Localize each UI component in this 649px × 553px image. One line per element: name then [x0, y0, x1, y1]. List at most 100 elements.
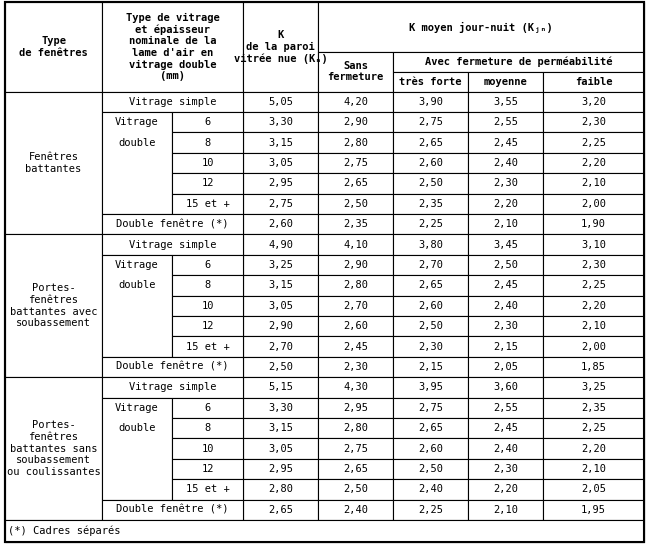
Text: 8: 8	[204, 280, 211, 290]
Text: 2,35: 2,35	[418, 199, 443, 208]
Text: 2,20: 2,20	[581, 158, 606, 168]
Bar	[172, 112, 243, 132]
Text: 2,60: 2,60	[268, 219, 293, 229]
Bar	[318, 234, 393, 255]
Bar	[393, 316, 468, 336]
Text: 2,70: 2,70	[418, 260, 443, 270]
Text: 2,45: 2,45	[493, 138, 518, 148]
Bar	[393, 173, 468, 194]
Bar	[543, 479, 644, 499]
Bar	[243, 499, 318, 520]
Bar	[393, 499, 468, 520]
Text: double: double	[118, 138, 156, 148]
Text: 2,30: 2,30	[493, 178, 518, 189]
Text: 2,10: 2,10	[581, 178, 606, 189]
Text: 6: 6	[204, 403, 211, 413]
Text: 2,60: 2,60	[418, 158, 443, 168]
Bar	[468, 255, 543, 275]
Text: 2,40: 2,40	[493, 301, 518, 311]
Bar	[543, 72, 644, 92]
Text: 1,90: 1,90	[581, 219, 606, 229]
Bar	[393, 398, 468, 418]
Bar	[102, 2, 243, 92]
Bar	[318, 439, 393, 459]
Text: faible: faible	[575, 77, 612, 87]
Bar	[468, 499, 543, 520]
Text: 2,30: 2,30	[493, 464, 518, 474]
Bar	[102, 112, 172, 214]
Bar	[318, 2, 644, 52]
Bar	[543, 112, 644, 132]
Bar	[318, 336, 393, 357]
Text: 5,05: 5,05	[268, 97, 293, 107]
Text: Avec fermeture de perméabilité: Avec fermeture de perméabilité	[424, 56, 612, 67]
Bar	[318, 479, 393, 499]
Bar	[243, 234, 318, 255]
Text: (*) Cadres séparés: (*) Cadres séparés	[8, 526, 121, 536]
Text: 2,75: 2,75	[418, 117, 443, 127]
Bar	[543, 439, 644, 459]
Bar	[102, 357, 243, 377]
Text: 8: 8	[204, 138, 211, 148]
Text: Vitrage: Vitrage	[115, 403, 159, 413]
Bar	[393, 275, 468, 295]
Bar	[172, 275, 243, 295]
Bar	[243, 275, 318, 295]
Bar	[468, 295, 543, 316]
Text: 2,35: 2,35	[343, 219, 368, 229]
Text: 2,10: 2,10	[581, 464, 606, 474]
Text: 1,85: 1,85	[581, 362, 606, 372]
Text: 15 et +: 15 et +	[186, 199, 229, 208]
Bar	[393, 255, 468, 275]
Bar	[172, 479, 243, 499]
Text: 15 et +: 15 et +	[186, 484, 229, 494]
Text: 2,15: 2,15	[493, 342, 518, 352]
Bar	[393, 418, 468, 439]
Text: K
de la paroi
vitrée nue (Kₙ): K de la paroi vitrée nue (Kₙ)	[234, 30, 327, 64]
Text: 2,20: 2,20	[493, 484, 518, 494]
Bar	[468, 132, 543, 153]
Bar	[172, 398, 243, 418]
Bar	[172, 418, 243, 439]
Text: Double fenêtre (*): Double fenêtre (*)	[116, 505, 228, 515]
Text: 2,90: 2,90	[343, 117, 368, 127]
Bar	[102, 398, 172, 499]
Bar	[543, 132, 644, 153]
Text: 2,80: 2,80	[343, 138, 368, 148]
Text: K moyen jour-nuit (Kⱼₙ): K moyen jour-nuit (Kⱼₙ)	[409, 22, 553, 33]
Bar	[543, 234, 644, 255]
Text: 2,65: 2,65	[418, 423, 443, 433]
Text: 3,10: 3,10	[581, 239, 606, 249]
Bar	[318, 173, 393, 194]
Text: 2,25: 2,25	[581, 423, 606, 433]
Bar	[172, 194, 243, 214]
Bar	[318, 214, 393, 234]
Text: 2,60: 2,60	[418, 301, 443, 311]
Text: 3,95: 3,95	[418, 382, 443, 392]
Bar	[543, 357, 644, 377]
Text: Double fenêtre (*): Double fenêtre (*)	[116, 219, 228, 229]
Bar	[172, 255, 243, 275]
Bar	[243, 479, 318, 499]
Text: Fenêtres
battantes: Fenêtres battantes	[25, 152, 82, 174]
Text: Vitrage simple: Vitrage simple	[129, 382, 216, 392]
Text: Vitrage: Vitrage	[115, 117, 159, 127]
Text: 2,75: 2,75	[268, 199, 293, 208]
Bar	[172, 153, 243, 173]
Bar	[393, 336, 468, 357]
Bar	[243, 398, 318, 418]
Bar	[243, 2, 318, 92]
Bar	[393, 479, 468, 499]
Bar	[172, 316, 243, 336]
Text: 2,75: 2,75	[343, 158, 368, 168]
Text: 2,40: 2,40	[418, 484, 443, 494]
Text: 10: 10	[201, 301, 214, 311]
Text: Type de vitrage
et épaisseur
nominale de la
lame d'air en
vitrage double
(mm): Type de vitrage et épaisseur nominale de…	[126, 13, 219, 81]
Text: 4,20: 4,20	[343, 97, 368, 107]
Text: 2,10: 2,10	[493, 505, 518, 515]
Text: 2,95: 2,95	[343, 403, 368, 413]
Text: 4,30: 4,30	[343, 382, 368, 392]
Bar	[543, 173, 644, 194]
Text: 3,05: 3,05	[268, 158, 293, 168]
Text: 3,45: 3,45	[493, 239, 518, 249]
